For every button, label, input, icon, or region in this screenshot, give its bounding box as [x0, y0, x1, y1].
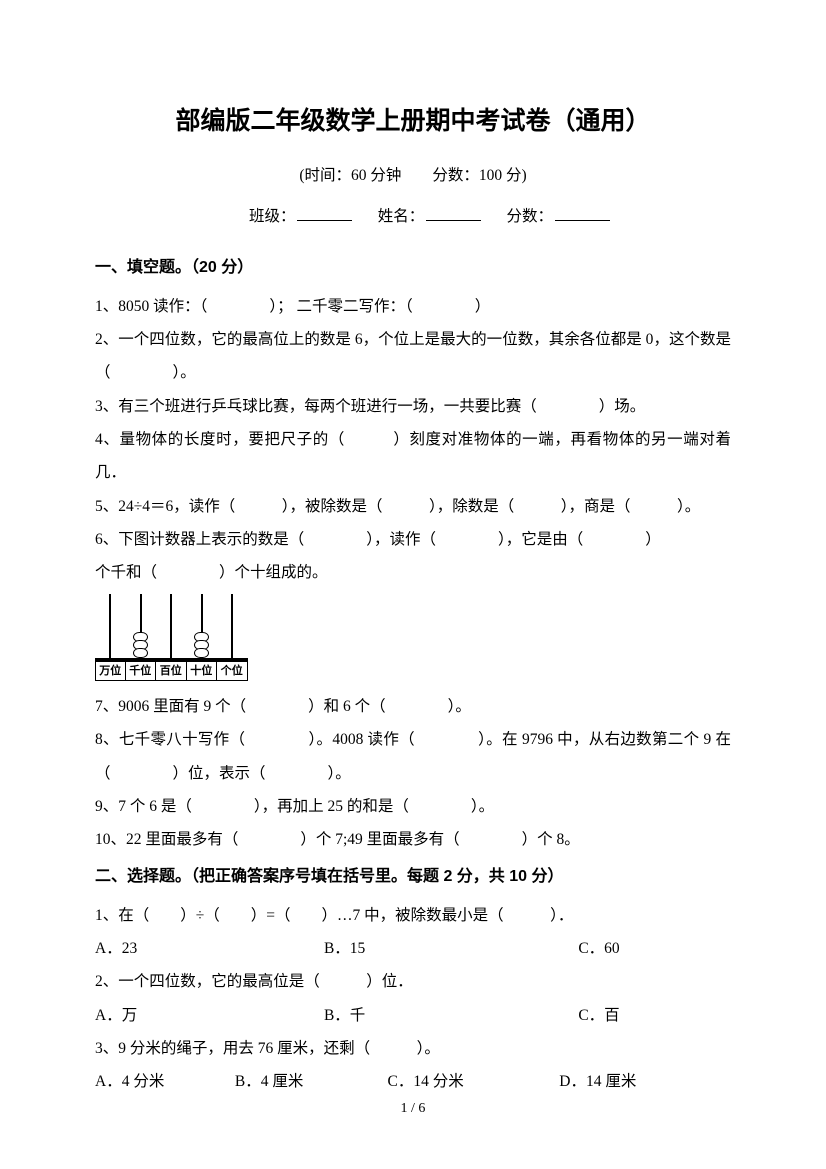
label-shi: 十位: [187, 661, 218, 681]
q1-1: 1、8050 读作：（ ）； 二千零二写作：（ ）: [95, 290, 731, 323]
score-label: 分数：: [507, 208, 554, 225]
q1-10: 10、22 里面最多有（ ）个 7;49 里面最多有（ ）个 8。: [95, 823, 731, 856]
q2-2: 2、一个四位数，它的最高位是（ ）位．: [95, 965, 731, 998]
q2-1: 1、在（ ）÷（ ）=（ ）…7 中，被除数最小是（ ）．: [95, 899, 731, 932]
q2-2-opt-b[interactable]: B．千: [324, 999, 578, 1032]
q2-1-opt-c[interactable]: C．60: [578, 932, 731, 965]
q1-5: 5、24÷4＝6，读作（ ），被除数是（ ），除数是（ ），商是（ ）。: [95, 490, 731, 523]
q1-6a: 6、下图计数器上表示的数是（ ），读作（ ），它是由（ ）: [95, 523, 731, 556]
q1-3: 3、有三个班进行乒乓球比赛，每两个班进行一场，一共要比赛（ ）场。: [95, 390, 731, 423]
section-1-header: 一、填空题。（20 分）: [95, 251, 731, 285]
q2-3: 3、9 分米的绳子，用去 76 厘米，还剩（ ）。: [95, 1032, 731, 1065]
q1-6b: 个千和（ ）个十组成的。: [95, 556, 731, 589]
label-qian: 千位: [126, 661, 157, 681]
q2-2-opt-a[interactable]: A．万: [95, 999, 324, 1032]
q1-4: 4、量物体的长度时，要把尺子的（ ）刻度对准物体的一端，再看物体的另一端对着几．: [95, 423, 731, 490]
q2-2-options: A．万 B．千 C．百: [95, 999, 731, 1032]
exam-title: 部编版二年级数学上册期中考试卷（通用）: [95, 95, 731, 149]
q2-2-opt-c[interactable]: C．百: [578, 999, 731, 1032]
name-blank[interactable]: [426, 202, 481, 221]
student-info: 班级： 姓名： 分数：: [95, 200, 731, 233]
q2-1-options: A．23 B．15 C．60: [95, 932, 731, 965]
abacus-counter: 万位 千位 百位 十位 个位: [95, 594, 731, 686]
label-bai: 百位: [156, 661, 187, 681]
q2-1-opt-b[interactable]: B．15: [324, 932, 578, 965]
label-wan: 万位: [95, 661, 126, 681]
section-2-header: 二、选择题。（把正确答案序号填在括号里。每题 2 分，共 10 分）: [95, 860, 731, 894]
name-label: 姓名：: [378, 208, 425, 225]
q1-9: 9、7 个 6 是（ ），再加上 25 的和是（ ）。: [95, 790, 731, 823]
exam-subtitle: (时间：60 分钟 分数：100 分): [95, 159, 731, 192]
class-label: 班级：: [249, 208, 296, 225]
score-blank[interactable]: [555, 202, 610, 221]
label-ge: 个位: [217, 661, 248, 681]
q1-7: 7、9006 里面有 9 个（ ）和 6 个（ ）。: [95, 690, 731, 723]
q1-2: 2、一个四位数，它的最高位上的数是 6，个位上是最大的一位数，其余各位都是 0，…: [95, 323, 731, 390]
q2-1-opt-a[interactable]: A．23: [95, 932, 324, 965]
class-blank[interactable]: [297, 202, 352, 221]
q1-8: 8、七千零八十写作（ ）。4008 读作（ ）。在 9796 中，从右边数第二个…: [95, 723, 731, 790]
page-number: 1 / 6: [0, 1094, 826, 1124]
